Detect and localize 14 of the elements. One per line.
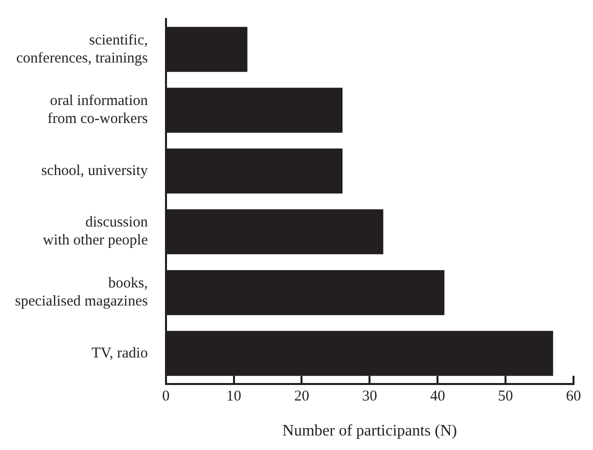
y-tick-label: scientific, conferences, trainings <box>16 32 148 66</box>
y-tick-label: books, specialised magazines <box>14 276 148 310</box>
x-tick-label: 30 <box>362 388 378 405</box>
y-tick-label: TV, radio <box>91 345 148 362</box>
x-tick-label: 0 <box>162 388 170 405</box>
y-tick-label: school, university <box>41 162 148 179</box>
x-tick-label: 10 <box>226 388 242 405</box>
x-axis-title: Number of participants (N) <box>282 422 457 440</box>
x-tick-label: 50 <box>498 388 514 405</box>
x-tick-label: 20 <box>294 388 310 405</box>
y-tick-label: discussion with other people <box>42 214 148 249</box>
y-tick-label: oral information from co-workers <box>47 93 148 128</box>
x-tick-label: 40 <box>430 388 446 405</box>
x-tick-label: 60 <box>566 388 581 405</box>
